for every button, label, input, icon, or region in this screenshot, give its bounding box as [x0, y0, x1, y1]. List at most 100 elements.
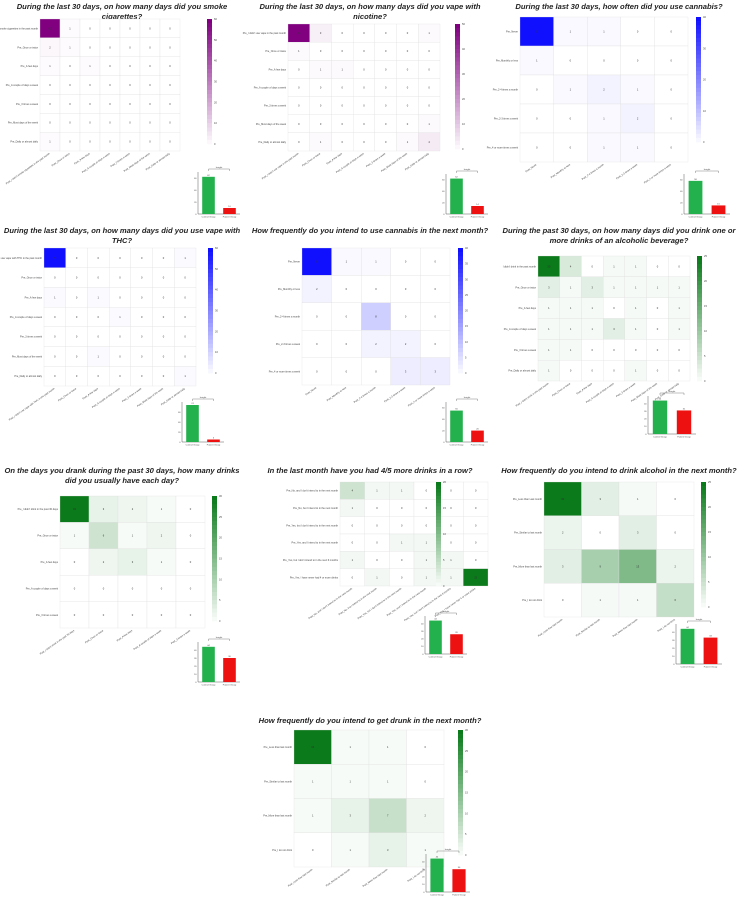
cell-value: 0 [119, 256, 121, 260]
colorbar-segment [458, 285, 463, 290]
bar-tick: 30 [644, 411, 647, 413]
bar-patient [450, 634, 463, 654]
colorbar-segment [212, 566, 217, 572]
colorbar-segment [455, 136, 460, 141]
bar-tick: 40 [422, 861, 425, 863]
cell-value: 1 [54, 295, 56, 299]
heatmap-cell [656, 481, 695, 516]
colorbar-tick: 15 [219, 557, 222, 561]
heatmap-cell [390, 275, 421, 303]
row-label: I didn't drink in the past month [503, 265, 537, 268]
cell-value: 0 [570, 369, 572, 373]
cell-value: 0 [119, 276, 121, 280]
heatmap-cell [654, 103, 689, 134]
cell-value: 0 [163, 335, 165, 339]
cell-value: 0 [428, 49, 430, 53]
row-label: Pre_A couple of days a week [254, 87, 287, 90]
cell-value: 1 [342, 67, 344, 71]
cell-value: 0 [613, 348, 615, 352]
cell-value: 0 [49, 121, 51, 125]
cell-value: 1 [613, 264, 615, 268]
cell-value: 0 [363, 49, 365, 53]
colorbar-segment [212, 541, 217, 547]
bar-category: Control Group [202, 216, 217, 219]
panel-cann: During the last 30 days, how often did y… [487, 2, 740, 220]
cell-value: 0 [475, 558, 477, 562]
bar-category: Patient Group [450, 656, 464, 659]
cell-value: 0 [49, 83, 51, 87]
colorbar-segment [458, 289, 463, 295]
cell-value: 0 [149, 26, 151, 30]
heatmap-cell [331, 764, 370, 799]
colorbar-segment [696, 96, 701, 101]
cell-value: 0 [385, 122, 387, 126]
row-label: Pre_I didn't drink in the past 30 days [18, 508, 59, 511]
heatmap-cell [668, 360, 691, 382]
cell-value: 0 [401, 523, 403, 527]
chart-svg: 55 1 1 0 02 0 0 0 00 0 8 0 00 0 2 2 00 0 0 3 3Pre_NeverPre_M… [269, 246, 488, 447]
colorbar-segment [207, 56, 212, 61]
colorbar-segment [455, 132, 460, 137]
bar-value: 44 [436, 857, 439, 859]
colorbar-segment [436, 540, 441, 545]
cell-value: 0 [161, 586, 163, 590]
cell-value: 0 [425, 745, 427, 749]
heatmap-cell [368, 832, 407, 868]
colorbar-segment [697, 322, 702, 328]
cell-value: 1 [98, 354, 100, 358]
cell-value: 0 [69, 64, 71, 68]
heatmap-cell [331, 798, 370, 833]
cell-value: 0 [163, 374, 165, 378]
cell-value: 0 [320, 86, 322, 90]
colorbar-segment [696, 79, 701, 84]
colorbar-tick: 60 [215, 246, 218, 250]
colorbar-segment [697, 297, 702, 303]
colorbar-segment [207, 94, 212, 99]
row-label: Pre_Yes, and I intend to in the next mon… [292, 542, 339, 545]
colorbar-segment [208, 327, 213, 332]
bar-patient [471, 430, 484, 442]
row-label: Pre_Daily or almost daily [258, 141, 286, 144]
colorbar-segment [455, 65, 460, 71]
colorbar-segment [455, 61, 460, 66]
cell-value: 0 [149, 121, 151, 125]
colorbar-segment [696, 129, 701, 134]
cell-value: 0 [342, 86, 344, 90]
cell-value: 1 [428, 31, 430, 35]
row-label: Pre_Yes, but I don't intend to in the ne… [286, 524, 338, 527]
cell-value: 0 [376, 541, 378, 545]
cell-value: 1 [635, 264, 637, 268]
cell-value: 0 [316, 342, 318, 346]
colorbar-segment [701, 532, 706, 537]
colorbar-segment [696, 137, 701, 143]
cell-value: 1 [637, 497, 639, 501]
cell-value: 0 [376, 506, 378, 510]
column-label: Post_2-4 times a month [581, 163, 605, 181]
colorbar-segment [436, 582, 441, 587]
cell-value: 0 [298, 86, 300, 90]
colorbar-segment [207, 114, 212, 120]
cell-value: 3 [387, 848, 389, 852]
colorbar-tick: 30 [215, 309, 218, 313]
colorbar-segment [696, 54, 701, 59]
heatmap-cell [519, 16, 554, 47]
colorbar-segment [436, 499, 441, 504]
bar-tick: 40 [421, 623, 424, 625]
row-label: Pre_2-4 times a month [493, 89, 519, 92]
colorbar-segment [701, 498, 706, 504]
colorbar-tick: 40 [703, 15, 706, 19]
panel-cig: During the last 30 days, on how many day… [0, 2, 242, 220]
chart-title: During the last 30 days, on how many day… [16, 2, 228, 21]
colorbar-segment [455, 103, 460, 108]
heatmap: 57 1 1 0 01 0 0 0 00 1 2 1 00 0 1 2 00 0 1 1 0Pre_NeverPre_M… [487, 15, 707, 184]
bar-chart: 0 20 40 60 74 Control Group 5 Patient Group Insi… [178, 396, 224, 447]
colorbar-tick: 60 [214, 17, 217, 21]
cell-value: 0 [678, 369, 680, 373]
cell-value: 1 [570, 285, 572, 289]
colorbar-segment [458, 809, 463, 814]
colorbar-segment [701, 594, 706, 599]
row-label: Pre_No, but I intend to in the next mont… [293, 507, 338, 510]
row-label: Pre_Yes, I have never had 4 or more drin… [290, 576, 339, 579]
cell-value: 0 [298, 122, 300, 126]
colorbar-segment [458, 260, 463, 265]
